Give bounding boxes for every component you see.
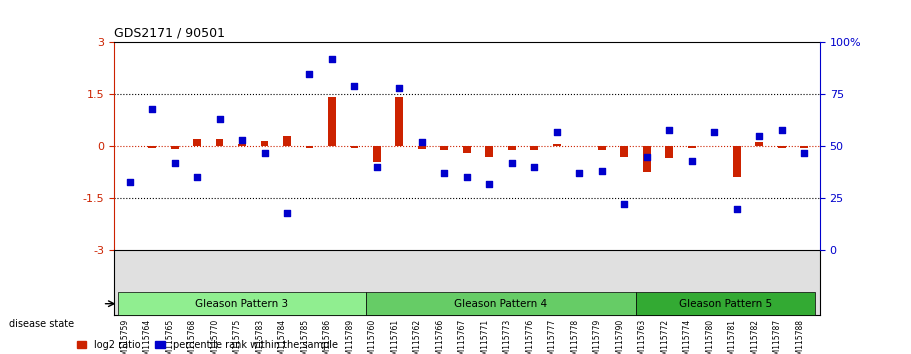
Point (122, 179, 137, 184)
Point (707, 129, 722, 135)
Text: GDS2171 / 90501: GDS2171 / 90501 (114, 27, 225, 40)
Point (189, 175, 204, 180)
Point (324, 56, 339, 62)
Point (595, 169, 609, 174)
Point (527, 164, 542, 170)
FancyBboxPatch shape (636, 292, 815, 315)
Bar (486, 146, 494, 157)
Bar (463, 146, 471, 153)
Bar (598, 146, 606, 150)
Point (347, 83, 362, 89)
Bar (755, 142, 763, 146)
Point (640, 154, 654, 160)
Bar (373, 146, 381, 162)
Bar (193, 139, 201, 146)
Bar (328, 97, 336, 146)
Bar (395, 97, 404, 146)
Bar (665, 146, 673, 159)
Point (684, 158, 699, 164)
Bar (170, 146, 179, 149)
Point (415, 139, 429, 145)
Text: disease state: disease state (9, 319, 74, 329)
Bar (440, 146, 448, 150)
Bar (800, 146, 808, 148)
Bar (283, 136, 291, 146)
Bar (732, 146, 741, 177)
Point (549, 129, 564, 135)
Bar (530, 146, 538, 150)
Point (302, 71, 317, 76)
Point (145, 106, 159, 112)
Point (459, 175, 474, 180)
Bar (148, 146, 156, 148)
Point (437, 171, 452, 176)
Bar (620, 146, 629, 157)
Point (505, 160, 519, 166)
Bar (688, 146, 696, 148)
Text: Gleason Pattern 5: Gleason Pattern 5 (679, 299, 772, 309)
Bar (553, 144, 561, 146)
Point (392, 85, 406, 91)
Bar (261, 141, 269, 146)
Point (752, 133, 766, 139)
Legend: log2 ratio, percentile rank within the sample: log2 ratio, percentile rank within the s… (73, 336, 342, 354)
FancyBboxPatch shape (365, 292, 636, 315)
Bar (508, 146, 516, 150)
Point (280, 210, 294, 216)
Point (168, 160, 182, 166)
Point (774, 127, 789, 132)
Bar (305, 146, 313, 148)
Point (235, 137, 250, 143)
Bar (216, 139, 223, 146)
Point (482, 181, 496, 187)
Bar (643, 146, 650, 172)
FancyBboxPatch shape (118, 292, 365, 315)
Point (662, 127, 677, 132)
Point (730, 206, 744, 211)
Text: Gleason Pattern 4: Gleason Pattern 4 (454, 299, 548, 309)
Point (617, 202, 631, 207)
Bar (351, 146, 358, 148)
Bar (238, 144, 246, 146)
Point (212, 116, 227, 122)
Bar (418, 146, 425, 149)
Point (257, 150, 271, 155)
Point (370, 164, 384, 170)
Bar (778, 146, 785, 148)
Point (797, 150, 812, 155)
Text: Gleason Pattern 3: Gleason Pattern 3 (196, 299, 289, 309)
Point (572, 171, 587, 176)
